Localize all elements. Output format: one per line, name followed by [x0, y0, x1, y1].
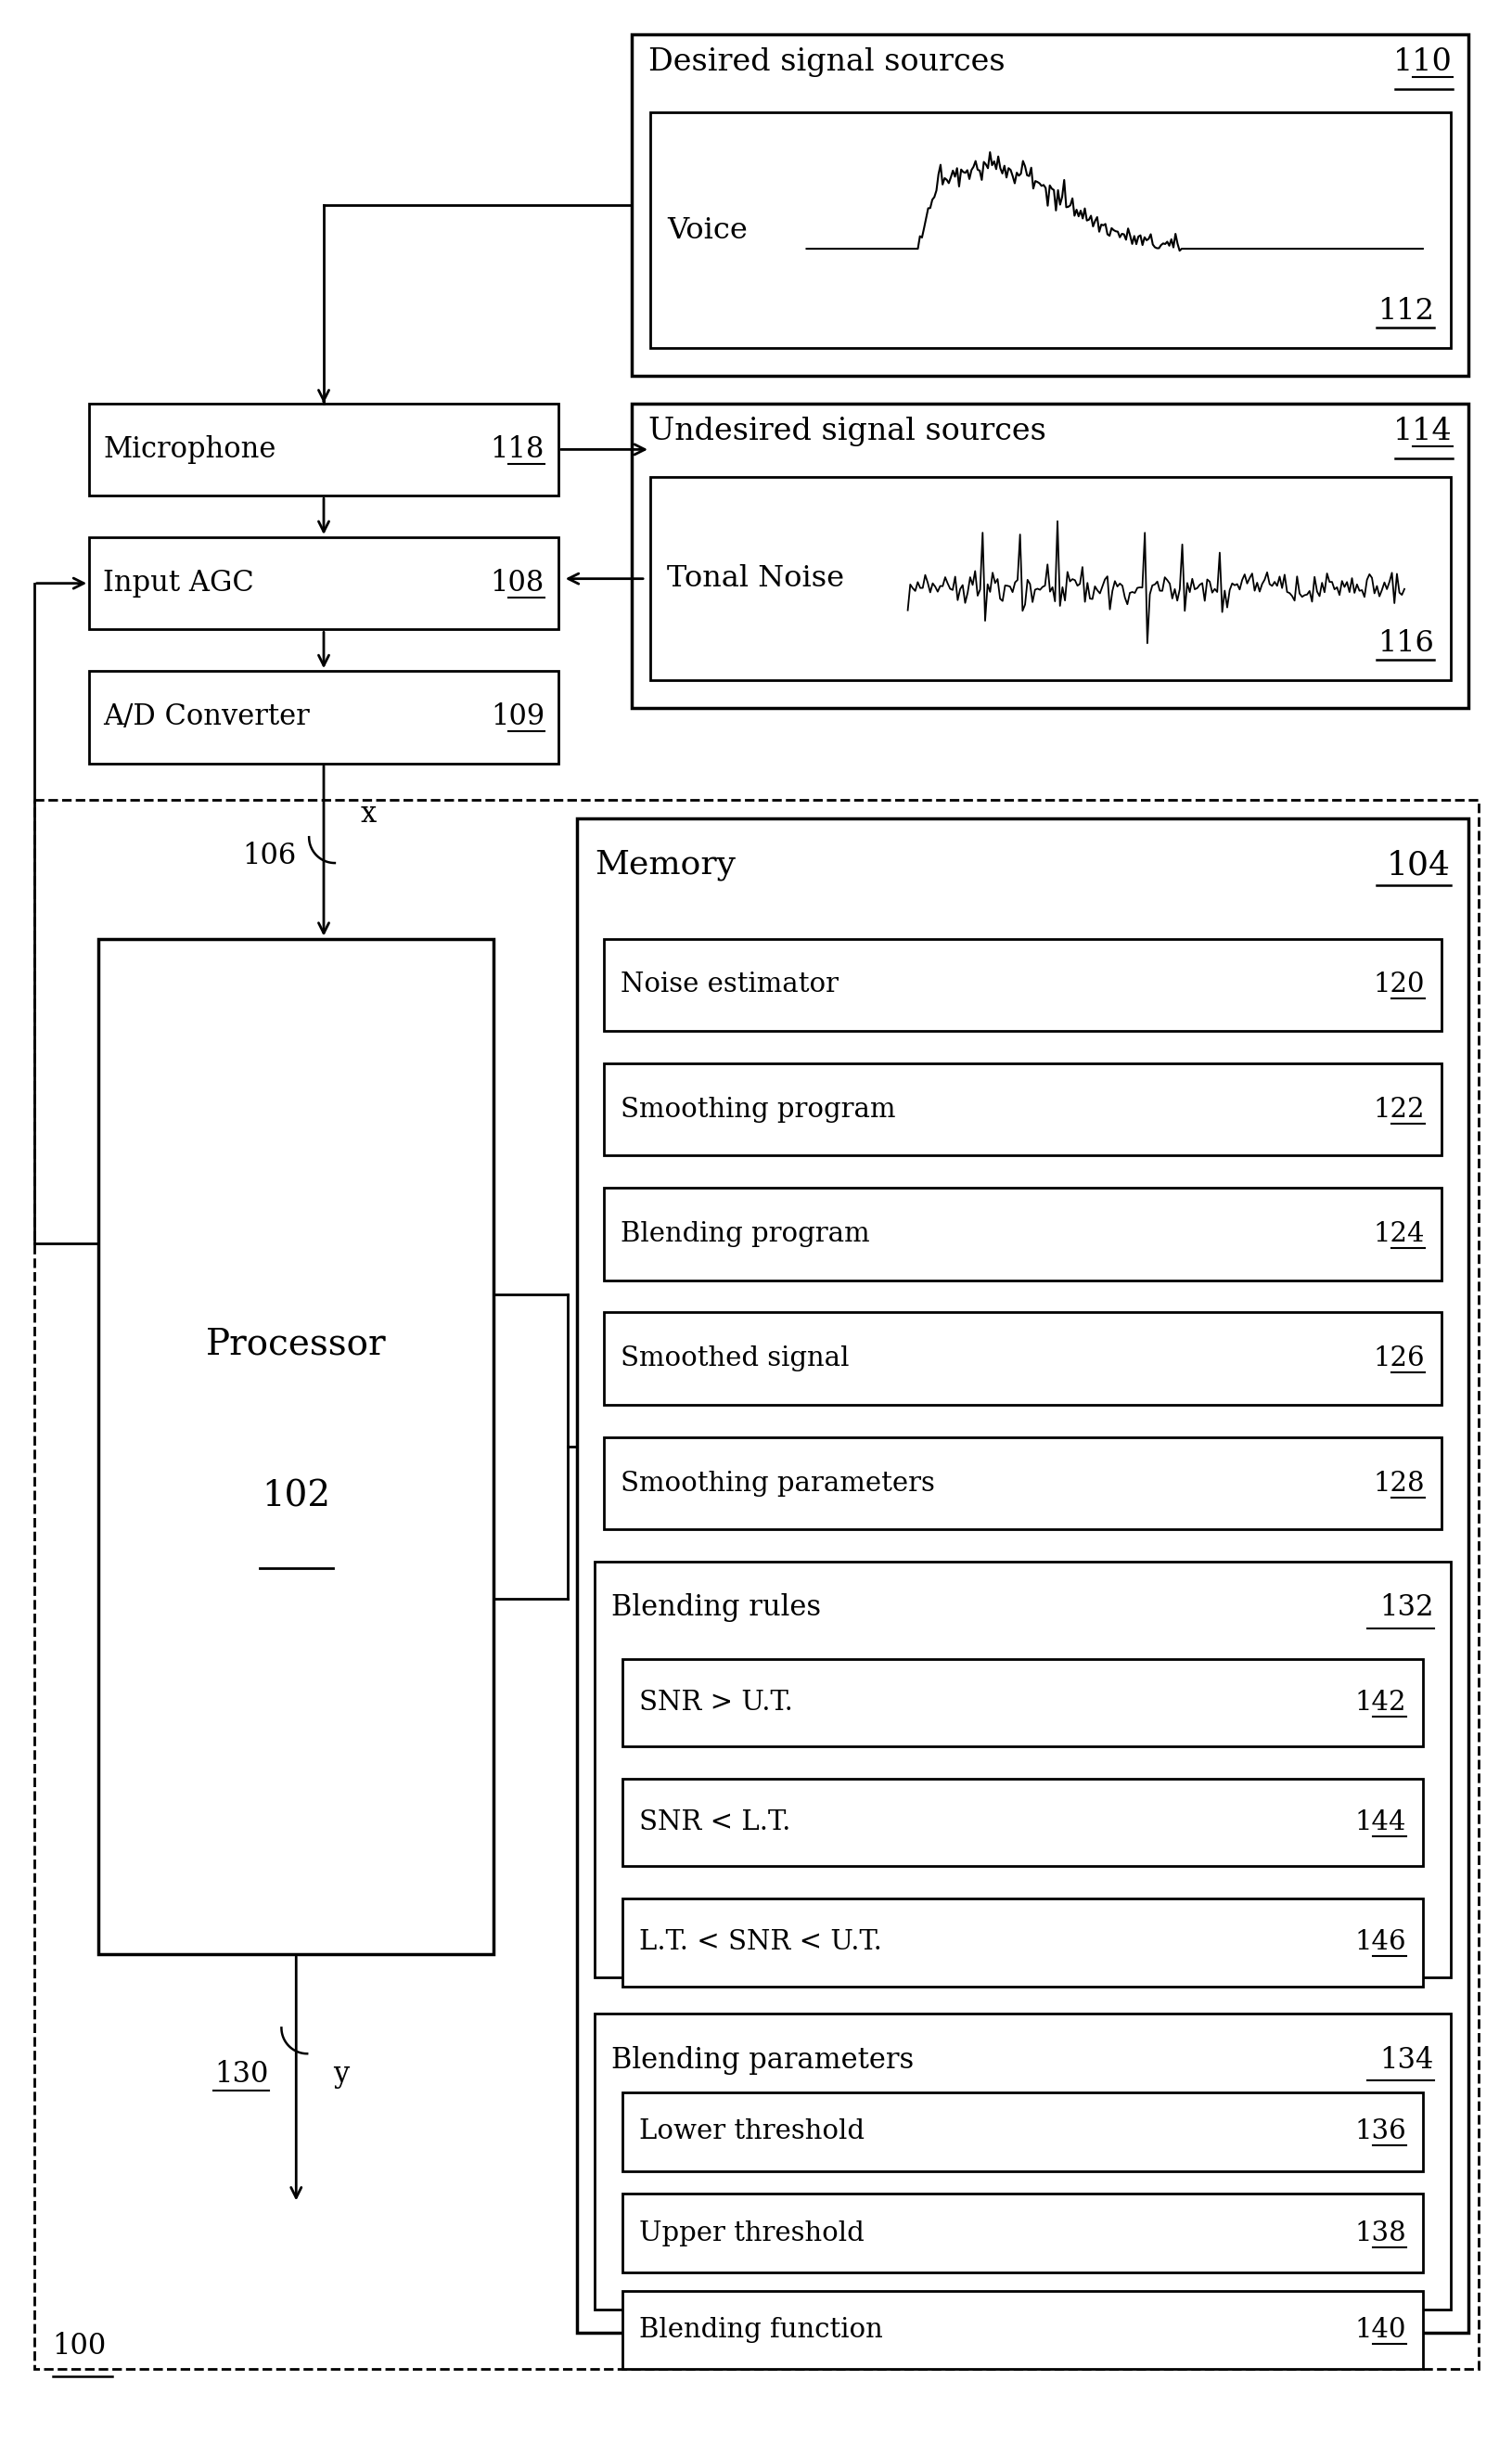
FancyBboxPatch shape: [632, 403, 1468, 709]
FancyBboxPatch shape: [623, 2291, 1421, 2369]
Text: A/D Converter: A/D Converter: [103, 702, 310, 731]
FancyBboxPatch shape: [603, 1064, 1441, 1156]
Text: 126: 126: [1373, 1345, 1424, 1372]
Text: 132: 132: [1379, 1594, 1433, 1621]
Text: Tonal Noise: Tonal Noise: [667, 565, 844, 594]
FancyBboxPatch shape: [594, 2015, 1450, 2311]
FancyBboxPatch shape: [89, 538, 558, 628]
Text: Smoothed signal: Smoothed signal: [620, 1345, 848, 1372]
FancyBboxPatch shape: [603, 939, 1441, 1032]
Text: 100: 100: [53, 2333, 106, 2359]
FancyBboxPatch shape: [623, 1778, 1421, 1866]
Text: Blending rules: Blending rules: [611, 1594, 821, 1621]
Text: Voice: Voice: [667, 215, 747, 244]
Text: y: y: [333, 2059, 349, 2088]
Text: 110: 110: [1393, 46, 1452, 76]
FancyBboxPatch shape: [650, 477, 1450, 680]
FancyBboxPatch shape: [650, 112, 1450, 347]
FancyBboxPatch shape: [98, 939, 493, 1954]
FancyBboxPatch shape: [632, 34, 1468, 377]
Text: 130: 130: [215, 2059, 269, 2088]
Text: 142: 142: [1353, 1689, 1405, 1716]
FancyBboxPatch shape: [603, 1438, 1441, 1531]
Text: Desired signal sources: Desired signal sources: [649, 46, 1004, 76]
FancyBboxPatch shape: [89, 403, 558, 496]
Text: Noise estimator: Noise estimator: [620, 971, 838, 998]
FancyBboxPatch shape: [623, 2093, 1421, 2171]
FancyBboxPatch shape: [603, 1188, 1441, 1281]
Text: 140: 140: [1353, 2318, 1405, 2342]
Text: Blending parameters: Blending parameters: [611, 2046, 913, 2073]
Text: Microphone: Microphone: [103, 435, 275, 465]
FancyBboxPatch shape: [603, 1313, 1441, 1406]
Text: L.T. < SNR < U.T.: L.T. < SNR < U.T.: [638, 1929, 881, 1956]
FancyBboxPatch shape: [576, 819, 1468, 2333]
Text: x: x: [360, 800, 376, 829]
Text: Upper threshold: Upper threshold: [638, 2220, 863, 2247]
Text: SNR < L.T.: SNR < L.T.: [638, 1809, 791, 1836]
Text: 134: 134: [1379, 2046, 1433, 2073]
Text: 136: 136: [1353, 2120, 1405, 2144]
FancyBboxPatch shape: [623, 1658, 1421, 1746]
Text: Smoothing parameters: Smoothing parameters: [620, 1469, 934, 1496]
Text: 112: 112: [1376, 296, 1433, 325]
Text: Memory: Memory: [594, 848, 736, 880]
Text: 124: 124: [1373, 1220, 1424, 1247]
Text: Lower threshold: Lower threshold: [638, 2120, 863, 2144]
FancyBboxPatch shape: [623, 1900, 1421, 1985]
Text: 128: 128: [1373, 1469, 1424, 1496]
Text: 116: 116: [1376, 628, 1433, 658]
Text: Processor: Processor: [206, 1328, 386, 1362]
FancyBboxPatch shape: [623, 2193, 1421, 2271]
Text: 102: 102: [262, 1479, 330, 1513]
Text: 122: 122: [1373, 1095, 1424, 1122]
Text: 108: 108: [490, 570, 544, 597]
Text: Blending program: Blending program: [620, 1220, 869, 1247]
Text: 144: 144: [1353, 1809, 1405, 1836]
Text: 138: 138: [1353, 2220, 1405, 2247]
Text: 109: 109: [490, 702, 544, 731]
Text: 120: 120: [1373, 971, 1424, 998]
Text: Blending function: Blending function: [638, 2318, 883, 2342]
FancyBboxPatch shape: [594, 1562, 1450, 1978]
Text: Input AGC: Input AGC: [103, 570, 254, 597]
Text: Smoothing program: Smoothing program: [620, 1095, 895, 1122]
Text: 146: 146: [1353, 1929, 1405, 1956]
Text: Undesired signal sources: Undesired signal sources: [649, 416, 1046, 445]
Text: 104: 104: [1385, 848, 1450, 880]
Text: 106: 106: [242, 841, 296, 870]
Text: 118: 118: [490, 435, 544, 465]
Text: 114: 114: [1393, 416, 1452, 445]
FancyBboxPatch shape: [89, 670, 558, 763]
Text: SNR > U.T.: SNR > U.T.: [638, 1689, 792, 1716]
